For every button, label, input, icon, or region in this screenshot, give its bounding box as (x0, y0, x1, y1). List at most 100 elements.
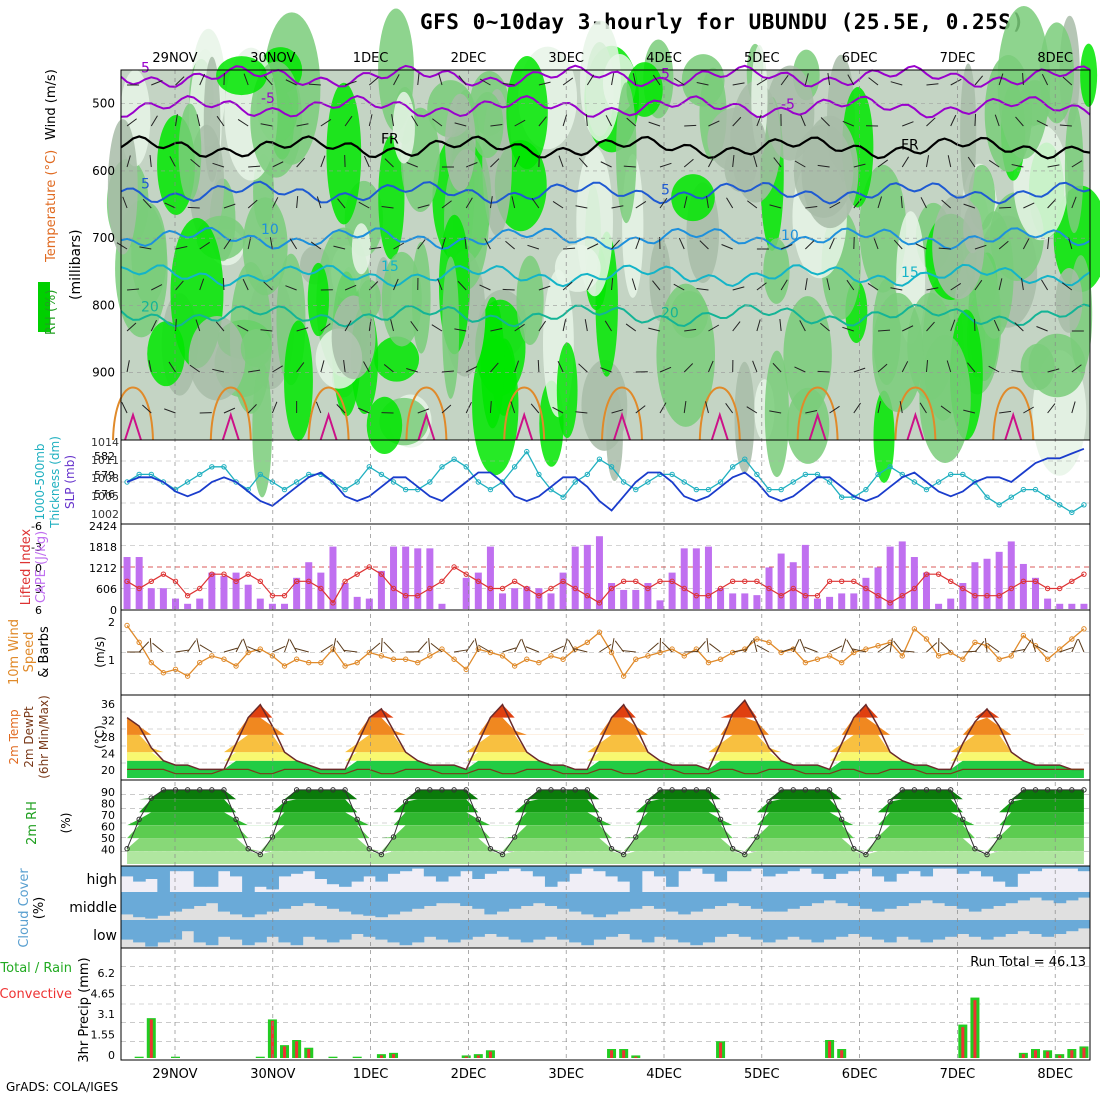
rh-blob (216, 56, 267, 96)
wind-barb (1071, 364, 1082, 373)
surface-wind-barb (196, 638, 201, 653)
cloud-bar (302, 866, 316, 872)
wind-barb (148, 360, 152, 373)
cape-bar (717, 588, 725, 609)
cape-bar (390, 546, 398, 609)
precip-rain-bar (392, 1054, 396, 1058)
cloud-bar (823, 920, 837, 940)
date-label-bottom: 1DEC (353, 1067, 389, 1082)
pressure-axis-label: (millibars) (68, 229, 84, 300)
thickness-point (257, 471, 263, 478)
cloud-bar (1065, 866, 1079, 869)
wind-barb (558, 155, 564, 168)
wind-barb (343, 360, 346, 373)
cloud-bar (520, 892, 534, 906)
surface-wind-barb (223, 647, 238, 653)
wind-barb (344, 115, 353, 127)
lifted-index-point (184, 592, 191, 599)
cloud-bar (351, 920, 364, 934)
cloud-bar (460, 892, 473, 906)
wind-barb (1047, 164, 1060, 168)
wind-barb (706, 196, 709, 209)
cloud-bar (799, 920, 812, 940)
slp-tick: 1005 (91, 490, 119, 503)
surface-wind-barb (611, 638, 615, 653)
lifted-index-point (172, 578, 179, 585)
surface-wind-barb (829, 645, 843, 653)
wind-speed-point (681, 653, 687, 659)
wind-barb (479, 78, 491, 86)
cloud-bar (871, 920, 885, 940)
rh-band (127, 825, 1084, 839)
cape-bar (341, 583, 349, 609)
temp-contour-35 (124, 411, 142, 441)
cloud-bar (666, 892, 679, 912)
wind-barb (247, 199, 258, 209)
cloud-bar (702, 892, 716, 909)
thickness-point (1044, 494, 1051, 500)
cloud-bar (641, 866, 655, 872)
slp-line (126, 447, 1085, 512)
wind-barb (406, 368, 418, 373)
wind-barb (417, 73, 420, 86)
cloud-bar (569, 866, 582, 874)
cape-bar (414, 548, 422, 609)
wind-barb (333, 245, 346, 250)
cloud-bar (750, 892, 764, 909)
date-label-bottom: 5DEC (744, 1067, 780, 1082)
surface-wind-barb (247, 646, 261, 653)
wind-barb (1047, 198, 1057, 209)
lifted-index-point (608, 585, 615, 592)
cape-bar (135, 557, 143, 609)
wind-barb (678, 237, 685, 250)
lifted-index-point (475, 578, 482, 585)
wind-barb (1040, 279, 1049, 291)
date-label-top: 1DEC (353, 51, 389, 66)
thickness-point (354, 479, 360, 485)
cloud-bar (121, 920, 134, 940)
contour-label: -5 (781, 97, 795, 113)
cloud-bar (217, 866, 231, 872)
wind-barb (199, 241, 210, 250)
cape-bar (922, 572, 930, 609)
cloud-bar (399, 866, 413, 872)
rh-point (148, 795, 154, 801)
wind-speed-point (596, 629, 603, 635)
thickness-point (499, 479, 506, 485)
temp-contour-30 (307, 386, 350, 441)
precip-rain-bar (307, 1049, 311, 1058)
wind-barb (799, 320, 806, 332)
footer-credit: GrADS: COLA/IGES (6, 1080, 119, 1094)
wind-barb (441, 370, 454, 373)
cloud-bar (896, 892, 909, 906)
surface-wind-barb (272, 645, 286, 653)
thickness-point (584, 471, 591, 478)
surface-wind-barb (621, 650, 636, 653)
contour-label: 20 (141, 300, 159, 316)
cloud-bar (254, 866, 267, 887)
wind-barb (1023, 406, 1035, 414)
slp-tick: 1002 (91, 508, 119, 521)
wind-barb (1036, 326, 1048, 332)
wind-barb (732, 321, 741, 332)
cloud-bar (605, 866, 619, 877)
cloud-bar (835, 920, 849, 937)
wind-barb (417, 239, 426, 250)
lifted-index-point (778, 592, 784, 599)
cape-bar (462, 577, 470, 609)
wind-barb (974, 113, 977, 127)
thickness-point (293, 479, 300, 485)
wind-barb (578, 363, 588, 373)
cloud-bar (181, 866, 195, 872)
wind-barb (967, 156, 976, 168)
cloud-bar (1077, 892, 1091, 898)
precip-rain-bar (1058, 1055, 1062, 1058)
wind-barb (1071, 401, 1076, 414)
cape-bar (608, 583, 616, 609)
cape-bar (595, 536, 603, 609)
cape-bar (680, 548, 688, 609)
cloud-bar (532, 920, 546, 940)
thickness-point (524, 448, 530, 455)
wind-barb (337, 198, 346, 209)
cape-tick: 1212 (89, 562, 117, 575)
